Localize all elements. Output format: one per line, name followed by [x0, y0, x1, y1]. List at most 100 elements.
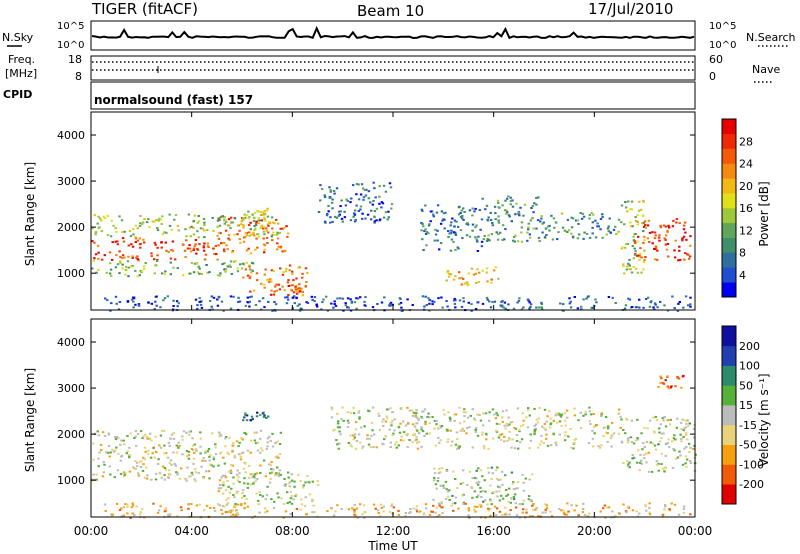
heatmap-cell	[267, 415, 270, 418]
heatmap-cell	[607, 506, 611, 509]
heatmap-cell	[214, 446, 217, 449]
heatmap-cell	[362, 504, 366, 507]
heatmap-cell	[281, 285, 284, 288]
heatmap-cell	[515, 440, 519, 442]
heatmap-cell	[570, 216, 573, 219]
heatmap-cell	[119, 260, 122, 263]
heatmap-cell	[252, 482, 255, 485]
heatmap-cell	[546, 415, 549, 418]
heatmap-cell	[219, 433, 222, 436]
heatmap-cell	[638, 255, 641, 258]
heatmap-cell	[233, 233, 236, 236]
heatmap-cell	[253, 229, 256, 232]
heatmap-cell	[694, 453, 697, 456]
heatmap-cell	[484, 499, 487, 502]
heatmap-cell	[534, 423, 538, 426]
heatmap-cell	[230, 273, 233, 275]
heatmap-cell	[537, 236, 541, 239]
nave-tick-top: 60	[709, 53, 723, 66]
heatmap-cell	[682, 511, 686, 514]
heatmap-cell	[197, 265, 200, 268]
heatmap-cell	[139, 246, 142, 249]
heatmap-cell	[404, 515, 407, 517]
heatmap-cell	[221, 474, 225, 477]
heatmap-cell	[256, 449, 260, 452]
heatmap-cell	[651, 231, 654, 234]
heatmap-cell	[192, 226, 195, 229]
heatmap-cell	[136, 275, 139, 278]
heatmap-cell	[510, 220, 513, 223]
heatmap-cell	[668, 446, 671, 449]
heatmap-cell	[238, 229, 241, 232]
heatmap-cell	[682, 228, 686, 231]
heatmap-cell	[284, 483, 287, 486]
heatmap-cell	[169, 513, 172, 515]
heatmap-cell	[202, 476, 205, 479]
heatmap-cell	[509, 497, 513, 500]
heatmap-cell	[674, 239, 677, 242]
heatmap-cell	[512, 498, 516, 501]
heatmap-cell	[647, 296, 650, 299]
heatmap-cell	[497, 215, 500, 218]
heatmap-cell	[191, 444, 195, 447]
heatmap-cell	[176, 473, 179, 476]
heatmap-cell	[134, 468, 137, 470]
y-tick-label: 4000	[57, 129, 85, 142]
heatmap-cell	[298, 309, 302, 312]
heatmap-cell	[448, 275, 451, 278]
heatmap-cell	[558, 507, 561, 510]
heatmap-cell	[184, 256, 187, 258]
heatmap-cell	[402, 439, 405, 442]
heatmap-cell	[474, 207, 477, 210]
x-tick-label: 08:00	[275, 524, 310, 538]
heatmap-cell	[504, 199, 507, 202]
heatmap-cell	[213, 509, 217, 512]
heatmap-cell	[482, 424, 485, 427]
heatmap-cell	[437, 502, 441, 505]
heatmap-cell	[372, 181, 375, 184]
heatmap-cell	[638, 254, 641, 257]
heatmap-cell	[218, 435, 221, 438]
heatmap-cell	[172, 451, 175, 454]
heatmap-cell	[272, 293, 276, 296]
heatmap-cell	[244, 471, 247, 474]
heatmap-cell	[533, 202, 536, 205]
heatmap-cell	[243, 495, 246, 497]
heatmap-cell	[336, 443, 339, 446]
heatmap-cell	[645, 461, 648, 464]
heatmap-cell	[375, 219, 378, 222]
heatmap-cell	[355, 297, 358, 300]
heatmap-cell	[229, 295, 233, 298]
heatmap-cell	[627, 200, 630, 203]
heatmap-cell	[288, 485, 291, 488]
heatmap-cell	[193, 443, 196, 446]
heatmap-cell	[516, 240, 520, 243]
heatmap-cell	[251, 418, 254, 421]
heatmap-cell	[627, 262, 630, 265]
heatmap-cell	[445, 279, 448, 282]
heatmap-cell	[579, 212, 582, 214]
heatmap-cell	[467, 509, 471, 512]
heatmap-cell	[257, 219, 260, 222]
heatmap-cell	[217, 237, 221, 240]
heatmap-cell	[259, 494, 262, 496]
heatmap-cell	[165, 231, 168, 234]
heatmap-cell	[664, 504, 667, 506]
heatmap-cell	[344, 204, 348, 207]
heatmap-cell	[225, 244, 228, 247]
heatmap-cell	[428, 302, 431, 305]
heatmap-cell	[386, 218, 389, 221]
heatmap-cell	[275, 218, 278, 221]
heatmap-cell	[110, 302, 113, 305]
heatmap-cell	[654, 245, 658, 248]
heatmap-cell	[155, 304, 158, 307]
heatmap-cell	[134, 460, 137, 463]
heatmap-cell	[260, 282, 263, 285]
heatmap-cell	[225, 436, 228, 438]
heatmap-cell	[214, 443, 217, 446]
heatmap-cell	[276, 455, 279, 458]
heatmap-cell	[657, 443, 660, 446]
heatmap-cell	[103, 434, 107, 437]
